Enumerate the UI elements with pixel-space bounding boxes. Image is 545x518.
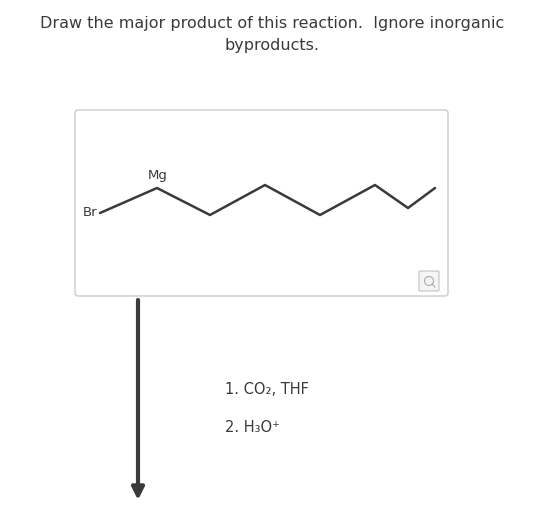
Text: 1. CO₂, THF: 1. CO₂, THF — [225, 382, 309, 397]
Text: Draw the major product of this reaction.  Ignore inorganic: Draw the major product of this reaction.… — [40, 16, 504, 31]
Text: Mg: Mg — [148, 169, 168, 182]
FancyBboxPatch shape — [419, 271, 439, 291]
Text: Br: Br — [82, 207, 97, 220]
Text: 2. H₃O⁺: 2. H₃O⁺ — [225, 420, 280, 435]
FancyBboxPatch shape — [75, 110, 448, 296]
Text: byproducts.: byproducts. — [225, 38, 319, 53]
